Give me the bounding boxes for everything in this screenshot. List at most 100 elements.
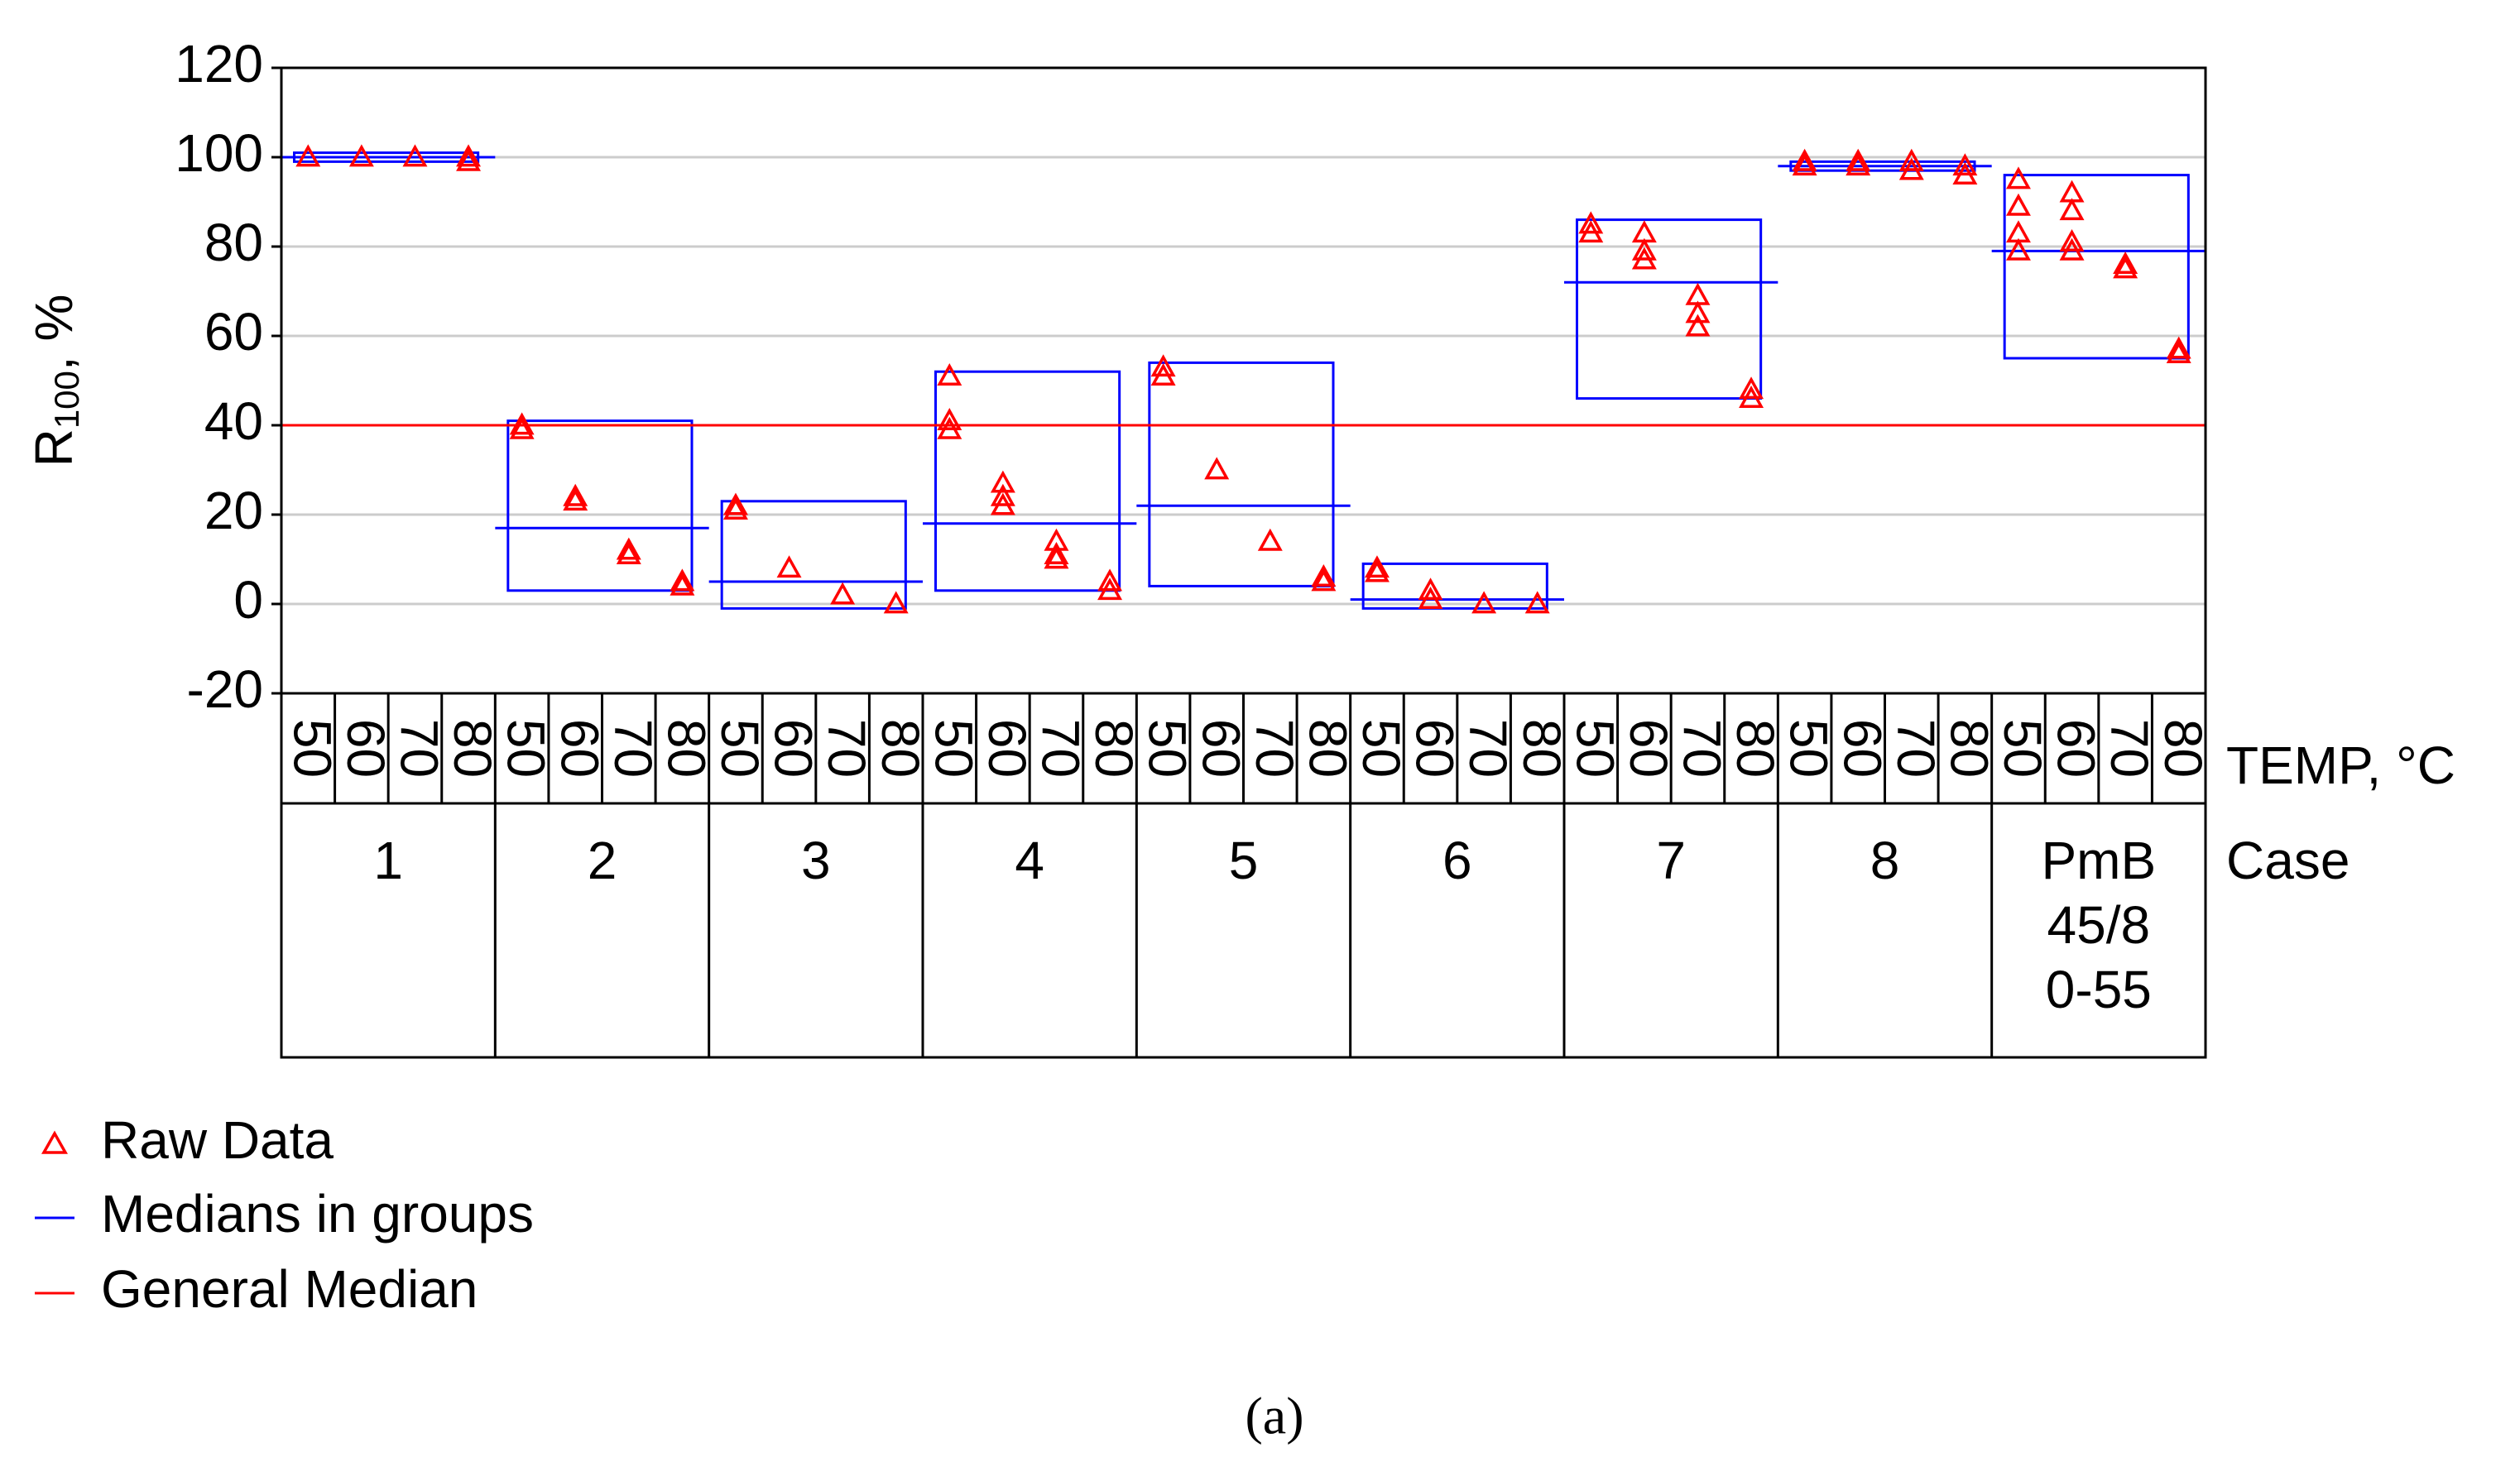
raw-point [616, 541, 641, 564]
temp-label: 50 [1779, 719, 1839, 778]
raw-point [1578, 220, 1604, 243]
temp-label: 50 [1138, 719, 1198, 778]
raw-point [1631, 247, 1657, 270]
raw-point [937, 362, 962, 386]
temp-label: 50 [1565, 719, 1625, 778]
group-box [2003, 174, 2190, 360]
raw-point [990, 492, 1015, 515]
temp-label: 80 [1512, 719, 1572, 778]
raw-point [722, 492, 748, 515]
raw-point [563, 488, 588, 511]
raw-point [937, 416, 962, 439]
temp-axis-label: TEMP, °C [2226, 736, 2455, 795]
raw-point [1204, 457, 1230, 480]
raw-point [2059, 198, 2085, 221]
plot-frame [280, 66, 2207, 1059]
temp-label: 60 [336, 719, 396, 778]
raw-point [2059, 228, 2085, 252]
temp-label: 80 [871, 719, 930, 778]
raw-point [1792, 148, 1817, 171]
raw-point [2113, 256, 2138, 279]
raw-point [722, 496, 748, 520]
y-label-main: R [24, 429, 84, 467]
raw-point [1952, 161, 1978, 184]
group-box [934, 370, 1121, 592]
temp-label: 80 [2153, 719, 2213, 778]
temp-label: 70 [603, 719, 663, 778]
raw-point [1311, 568, 1337, 592]
raw-point [1097, 577, 1123, 601]
raw-point [1364, 555, 1390, 578]
case-label: 0-55 [2046, 960, 2152, 1019]
caption: (a) [1245, 1387, 1303, 1445]
temp-label: 70 [390, 719, 449, 778]
raw-point [2005, 166, 2031, 189]
raw-point [2059, 237, 2085, 261]
raw-point [2005, 237, 2031, 261]
raw-point [1044, 541, 1069, 564]
y-label-rest: , % [24, 295, 84, 371]
legend-label: General Median [101, 1259, 478, 1319]
group-box [506, 419, 694, 592]
raw-point [2166, 336, 2191, 359]
case-label: 7 [1656, 831, 1686, 890]
group-box [1576, 218, 1763, 400]
raw-point [616, 537, 641, 560]
raw-point [990, 470, 1015, 493]
raw-point [1418, 586, 1443, 609]
legend-label: Medians in groups [101, 1184, 534, 1244]
raw-point [563, 483, 588, 506]
y-tick-label: 0 [233, 570, 263, 630]
case-label: 6 [1442, 831, 1472, 890]
temp-label: 60 [1191, 719, 1250, 778]
raw-point [990, 483, 1015, 506]
raw-point [2113, 251, 2138, 274]
temp-label: 70 [1458, 719, 1518, 778]
raw-point [670, 573, 695, 596]
y-axis-label: R100, % [24, 295, 86, 467]
case-label: 45/8 [2047, 895, 2151, 955]
temp-label: 50 [1351, 719, 1411, 778]
raw-point [1792, 153, 1817, 176]
temp-label: 50 [1993, 719, 2052, 778]
raw-point [1685, 314, 1711, 337]
raw-point [1044, 546, 1069, 569]
legend-label: Raw Data [101, 1110, 334, 1170]
temp-label: 80 [1084, 719, 1144, 778]
raw-point [1471, 591, 1497, 614]
raw-point [776, 555, 802, 578]
raw-point [1418, 577, 1443, 601]
case-label: PmB [2041, 831, 2156, 890]
temp-label: 60 [1832, 719, 1892, 778]
temp-label: 70 [1673, 719, 1732, 778]
temp-label: 80 [443, 719, 502, 778]
raw-point [937, 407, 962, 430]
raw-point [1150, 362, 1176, 386]
y-tick-label: 40 [204, 391, 263, 451]
raw-point [1898, 148, 1924, 171]
raw-point [348, 144, 374, 167]
temp-label: 50 [924, 719, 983, 778]
raw-point [1846, 148, 1871, 171]
case-label: 2 [588, 831, 617, 890]
raw-point [1685, 300, 1711, 323]
legend-marker [41, 1130, 68, 1154]
y-tick-label: 20 [204, 481, 263, 540]
case-label: 1 [373, 831, 403, 890]
raw-point [1150, 354, 1176, 377]
raw-point [1952, 153, 1978, 176]
temp-label: 50 [282, 719, 342, 778]
temp-label: 60 [1405, 719, 1465, 778]
raw-point [456, 144, 482, 167]
raw-point [1311, 563, 1337, 587]
temp-label: 60 [550, 719, 609, 778]
raw-point [2166, 340, 2191, 363]
temp-label: 70 [1031, 719, 1091, 778]
raw-point [402, 144, 428, 167]
raw-point [1898, 157, 1924, 180]
temp-label: 80 [1726, 719, 1785, 778]
raw-point [1578, 211, 1604, 234]
temp-label: 70 [2100, 719, 2159, 778]
temp-label: 70 [817, 719, 876, 778]
